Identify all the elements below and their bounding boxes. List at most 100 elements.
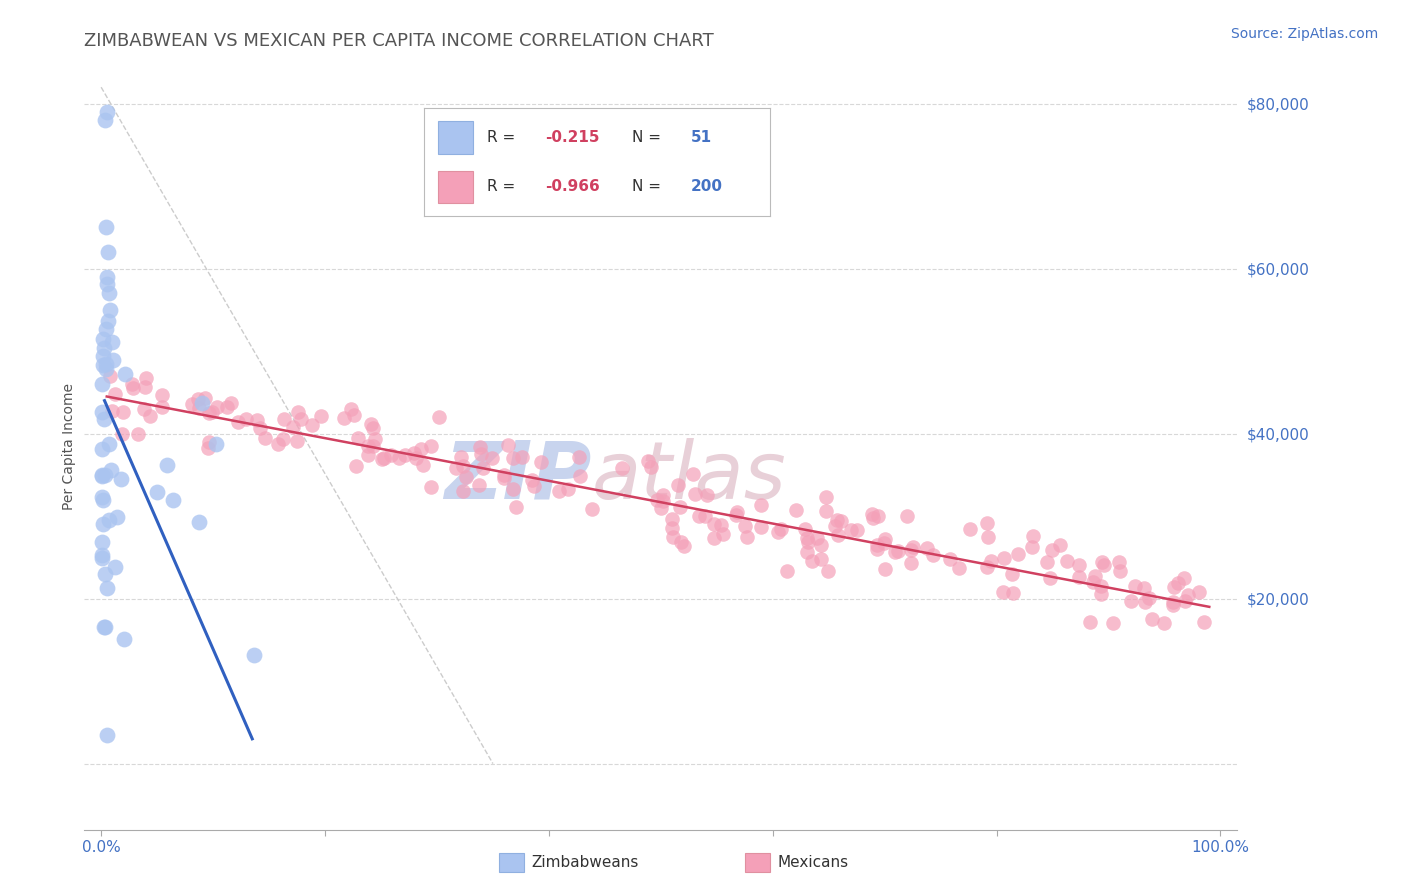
Point [900,556,922,570]
Point [866,542,889,557]
Point [1021,540,1043,554]
Point [862,511,884,525]
Point [734,519,756,533]
Point [197,435,219,450]
Point [451,483,474,498]
Point [127,426,149,441]
Point [96,314,118,328]
Point [150,388,173,402]
Point [666,478,689,492]
Point [1056,553,1078,567]
Point [693,508,716,523]
Point [810,538,832,552]
Point [1092,558,1115,572]
Text: Source: ZipAtlas.com: Source: ZipAtlas.com [1230,27,1378,41]
Point [510,450,533,464]
Point [806,531,828,545]
Point [90,468,112,483]
Point [776,564,799,578]
Point [1188,585,1211,599]
Point [568,469,591,483]
Point [111,427,134,442]
Point [735,530,758,544]
Point [271,432,294,446]
Point [254,431,277,445]
Point [710,517,733,532]
Point [824,519,846,533]
Point [388,451,411,466]
Point [91,333,114,347]
Point [557,482,579,496]
Point [301,418,323,433]
Point [810,552,832,566]
Point [287,405,309,419]
Point [502,483,524,497]
Point [96,269,118,284]
Point [1133,595,1156,609]
Point [93,113,115,128]
Point [683,487,706,501]
Point [568,450,591,464]
Point [815,490,838,504]
Point [273,412,295,426]
Point [94,321,117,335]
Point [977,529,1000,543]
Point [1163,580,1185,594]
Text: ZIMBABWEAN VS MEXICAN PER CAPITA INCOME CORRELATION CHART: ZIMBABWEAN VS MEXICAN PER CAPITA INCOME … [84,32,714,50]
Point [100,463,122,477]
Point [105,510,128,524]
Point [139,409,162,424]
Point [380,448,402,462]
Point [873,533,896,547]
Point [121,381,143,395]
Point [155,458,177,472]
Point [246,413,269,427]
Point [111,405,134,419]
Point [1081,574,1104,589]
Point [450,450,472,465]
Point [1067,558,1090,572]
Point [346,430,368,444]
Point [1090,587,1112,601]
Point [1177,589,1199,603]
Point [976,559,998,574]
Point [371,452,394,467]
Point [90,405,112,419]
Text: atlas: atlas [592,438,786,516]
Point [1102,615,1125,630]
Point [91,358,114,372]
Point [373,450,395,465]
Point [948,561,970,575]
Point [101,353,124,368]
Point [817,564,839,578]
Point [1109,564,1132,578]
Point [703,532,725,546]
Point [860,508,883,522]
Point [104,387,127,401]
Point [993,551,1015,566]
Point [311,409,333,423]
Point [873,535,896,549]
Point [785,503,807,517]
Point [498,438,520,452]
Point [640,459,662,474]
Point [205,401,228,415]
Point [1001,567,1024,582]
Point [219,396,242,410]
Point [1137,591,1160,606]
Point [357,448,380,462]
Point [361,421,384,435]
Point [468,477,491,491]
Point [1153,615,1175,630]
Point [1163,599,1185,613]
Point [1090,579,1112,593]
Point [887,544,910,558]
Point [502,450,524,465]
Point [993,585,1015,599]
Point [896,509,918,524]
Point [922,548,945,562]
Point [90,376,112,391]
Point [1049,538,1071,552]
Point [645,493,668,508]
Point [749,499,772,513]
